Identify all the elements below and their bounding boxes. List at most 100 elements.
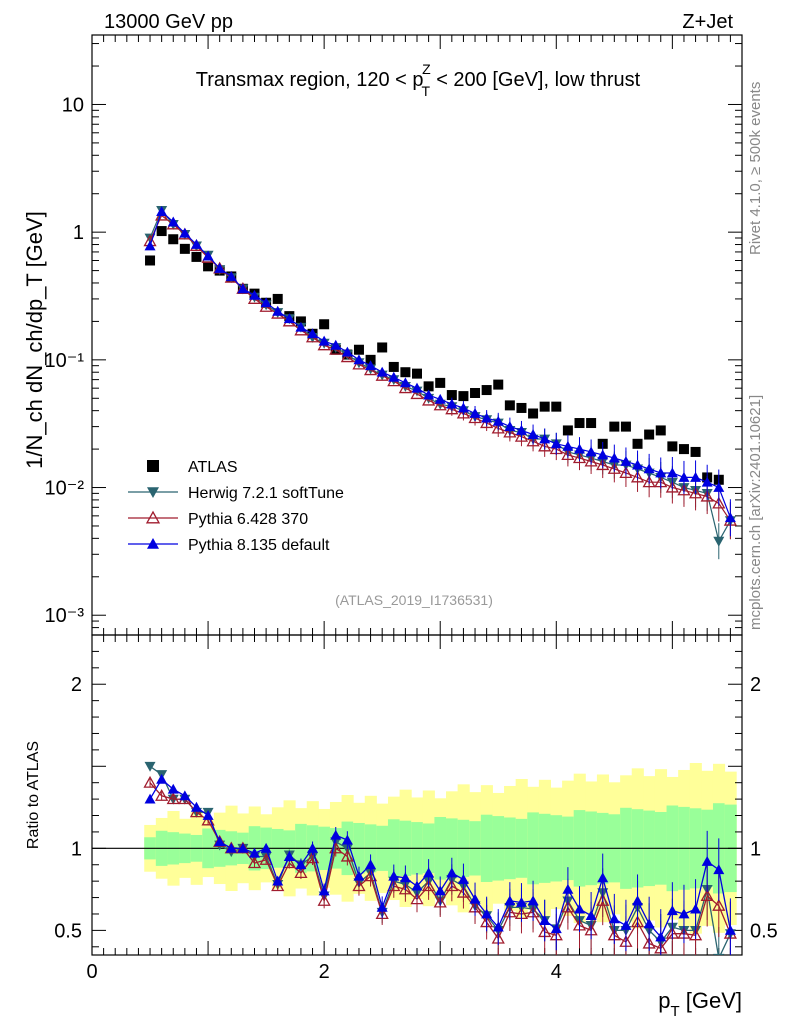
data-point: [283, 313, 295, 324]
data-point: [410, 387, 424, 400]
data-point: [527, 429, 539, 439]
data-point: [562, 425, 573, 436]
ratio-point: [214, 836, 226, 847]
data-point: [434, 393, 446, 404]
ratio-y-axis-label: Ratio to ATLAS: [25, 741, 42, 849]
data-point: [179, 243, 190, 254]
ratio-tick-label-right: 0.5: [750, 920, 778, 942]
y-tick-label: 1: [73, 222, 84, 244]
data-point: [388, 371, 400, 382]
ratio-series: [143, 761, 737, 955]
data-point: [446, 398, 458, 409]
y-axis-label: 1/N_ch dN_ch/dp_T [GeV]: [22, 211, 47, 469]
data-point: [526, 434, 540, 447]
data-point: [643, 463, 655, 474]
ratio-point: [632, 895, 644, 906]
data-point: [307, 328, 319, 339]
ratio-point: [597, 872, 609, 883]
legend-marker: [145, 510, 161, 524]
ratio-point: [481, 908, 493, 919]
ratio-point: [295, 859, 307, 870]
legend-marker: [147, 460, 159, 472]
data-point: [481, 412, 493, 423]
data-point: [399, 377, 411, 388]
data-point: [597, 449, 609, 460]
ratio-panel: 0.5 0.5 1 1 2 2 0 2 4 Ratio to ATLAS pT [GeV]: [25, 634, 778, 1020]
data-point: [713, 536, 725, 547]
data-point: [514, 429, 529, 442]
ratio-point: [388, 870, 400, 881]
chart-title: Transmax region, 120 < pTZ < 200 [GeV], …: [196, 61, 641, 99]
ratio-point: [446, 867, 458, 878]
data-point: [330, 339, 342, 350]
data-point: [712, 496, 726, 509]
data-point: [516, 402, 527, 413]
ratio-point: [445, 879, 459, 892]
data-point: [341, 346, 353, 357]
data-point: [456, 406, 471, 419]
ratio-point: [411, 880, 423, 891]
data-point: [167, 216, 179, 227]
ratio-point: [655, 931, 667, 942]
ratio-point: [701, 855, 713, 866]
legend-label: Herwig 7.2.1 softTune: [188, 485, 344, 502]
data-point: [574, 418, 585, 429]
ratio-point: [561, 900, 575, 913]
data-point: [202, 250, 214, 261]
data-point: [504, 421, 516, 432]
data-point: [632, 438, 643, 449]
data-point: [168, 234, 179, 245]
data-point: [260, 297, 272, 308]
data-point: [145, 255, 156, 266]
ratio-point: [352, 879, 366, 892]
ratio-point: [713, 953, 725, 955]
data-point: [690, 446, 701, 457]
y-tick-label: 10: [62, 94, 84, 116]
x-axis-label: pT [GeV]: [658, 988, 742, 1020]
data-point: [574, 443, 585, 454]
main-panel: 10⁻³ 10⁻² 10⁻¹ 1 10 Transmax region, 120 < p…: [22, 34, 743, 636]
data-point: [365, 354, 376, 365]
ratio-point: [457, 874, 469, 884]
data-point: [644, 429, 655, 440]
ratio-point: [399, 872, 411, 883]
data-point: [470, 387, 481, 398]
data-point: [388, 361, 399, 372]
ratio-tick-label: 0.5: [54, 920, 82, 942]
data-point: [412, 368, 422, 379]
data-point: [596, 458, 610, 471]
ratio-point: [376, 901, 388, 912]
ratio-point: [504, 895, 516, 906]
data-point: [503, 425, 517, 438]
data-point: [249, 289, 260, 300]
data-point: [457, 402, 469, 413]
ratio-point: [434, 885, 446, 896]
y-tick-label: 10⁻¹: [45, 350, 85, 372]
data-point: [630, 470, 645, 483]
ratio-point: [318, 885, 330, 896]
data-point: [398, 381, 412, 394]
ratio-point: [712, 898, 726, 911]
ratio-point: [433, 895, 447, 908]
ratio-point: [527, 895, 539, 906]
data-point: [340, 350, 354, 363]
data-point: [713, 482, 725, 492]
data-point: [550, 438, 562, 449]
ratio-point: [190, 801, 202, 812]
data-point: [528, 408, 539, 419]
data-point: [667, 441, 678, 452]
data-point: [538, 439, 552, 452]
ratio-series-clipped: [143, 761, 737, 955]
ratio-point: [272, 875, 284, 886]
main-ticks: 10⁻³ 10⁻² 10⁻¹ 1 10: [45, 35, 743, 636]
data-point: [609, 421, 620, 432]
data-point: [688, 486, 703, 499]
ratio-point: [690, 903, 702, 914]
ratio-pythia-8-135-default: [144, 773, 736, 955]
legend-marker: [147, 487, 159, 498]
ratio-point: [156, 773, 168, 784]
y-tick-label: 10⁻³: [45, 605, 85, 627]
data-point: [572, 451, 587, 464]
data-point: [620, 421, 631, 432]
